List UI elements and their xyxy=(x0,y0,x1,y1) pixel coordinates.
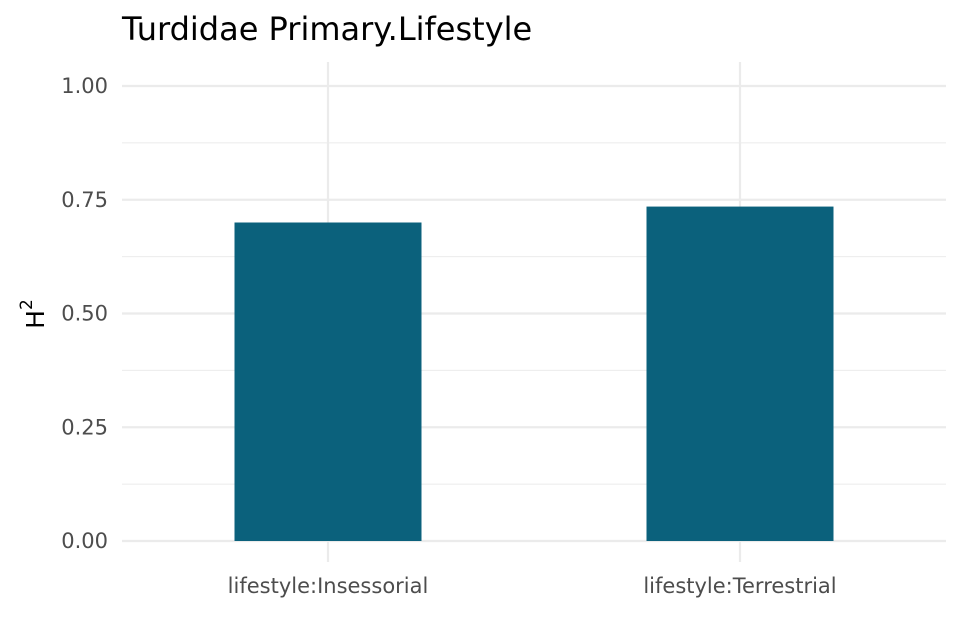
y-axis-title-base: H xyxy=(21,310,50,329)
x-tick-label: lifestyle:Terrestrial xyxy=(643,574,836,598)
bars xyxy=(234,206,834,541)
y-tick-label: 0.50 xyxy=(61,302,108,326)
y-tick-label: 0.25 xyxy=(61,415,108,439)
y-tick-labels: 0.00 0.25 0.50 0.75 1.00 xyxy=(61,74,108,553)
x-tick-label: lifestyle:Insessorial xyxy=(228,574,429,598)
x-tick-labels: lifestyle:Insessorial lifestyle:Terrestri… xyxy=(228,574,837,598)
y-axis-title: H2 xyxy=(17,299,50,329)
y-tick-label: 0.00 xyxy=(61,529,108,553)
bar xyxy=(646,206,834,541)
y-tick-label: 1.00 xyxy=(61,74,108,98)
chart-title: Turdidae Primary.Lifestyle xyxy=(121,10,532,48)
bar xyxy=(234,222,422,541)
y-tick-label: 0.75 xyxy=(61,188,108,212)
y-axis-title-superscript: 2 xyxy=(17,299,37,310)
